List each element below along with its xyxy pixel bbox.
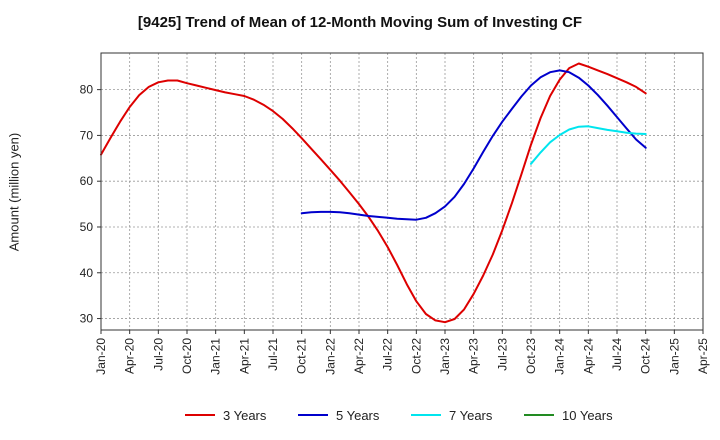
chart-title: [9425] Trend of Mean of 12-Month Moving … [137,14,583,31]
x-tick-label: Apr-21 [237,338,251,374]
y-tick-label: 80 [80,83,94,97]
legend-label: 3 Years [223,408,267,423]
x-tick-label: Oct-21 [295,338,309,374]
axis-ticks: 30 40 50 60 70 80 Jan-20 Apr-20 Jul-20 Oct-20 Jan-… [80,83,710,375]
x-tick-label: Jul-21 [266,338,280,371]
legend-label: 10 Years [562,408,613,423]
y-tick-label: 70 [80,128,94,142]
x-tick-label: Jan-24 [553,338,567,375]
legend: 3 Years 5 Years 7 Years 10 Years [185,408,613,423]
legend-label: 5 Years [336,408,380,423]
x-tick-label: Jul-20 [151,338,165,371]
y-tick-label: 30 [80,312,94,326]
x-tick-label: Jan-23 [438,338,452,375]
grid-lines [100,53,704,330]
x-tick-label: Jul-24 [610,338,624,371]
x-tick-label: Jul-22 [381,338,395,371]
legend-label: 7 Years [449,408,493,423]
x-tick-label: Oct-22 [409,338,423,374]
x-tick-label: Jan-21 [209,338,223,375]
series-lines [100,62,647,324]
x-tick-label: Apr-22 [352,338,366,374]
plot-area-frame [100,52,704,331]
x-tick-label: Oct-23 [524,338,538,374]
x-tick-label: Jul-23 [495,338,509,371]
x-tick-label: Jan-25 [667,338,681,375]
y-tick-label: 50 [80,220,94,234]
x-tick-label: Apr-25 [696,338,710,374]
x-tick-label: Apr-20 [123,338,137,374]
x-tick-label: Jan-22 [323,338,337,375]
x-tick-label: Apr-24 [581,338,595,374]
x-tick-label: Apr-23 [467,338,481,374]
series-line-5-years [300,69,647,221]
x-tick-label: Oct-24 [639,338,653,374]
x-tick-label: Oct-20 [180,338,194,374]
series-line-3-years [100,62,647,324]
y-tick-label: 60 [80,174,94,188]
series-line-7-years [530,125,647,165]
y-tick-label: 40 [80,266,94,280]
x-tick-label: Jan-20 [94,338,108,375]
